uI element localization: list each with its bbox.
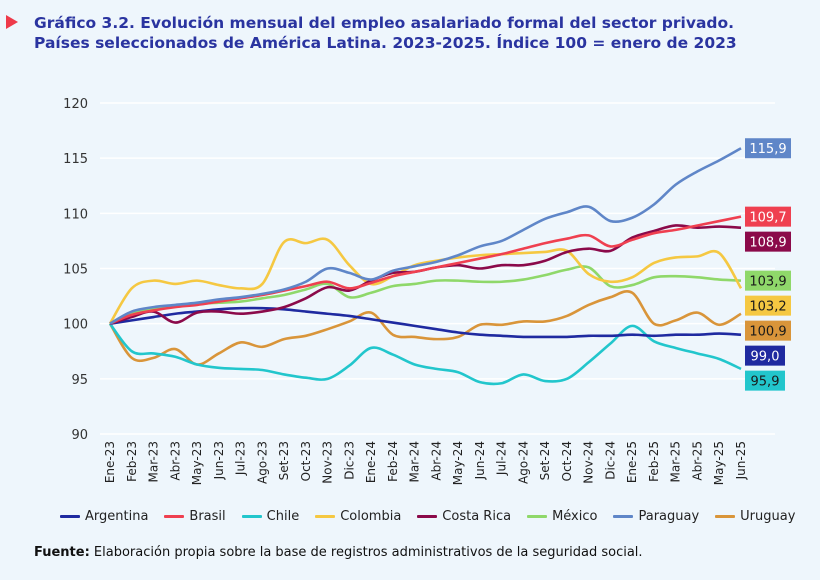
series-line-argentina [109, 306, 742, 339]
x-tick-label: Ago-23 [255, 441, 269, 484]
legend-label: Argentina [85, 509, 149, 524]
legend-item: Costa Rica [417, 509, 511, 524]
chart-title: Gráfico 3.2. Evolución mensual del emple… [34, 13, 814, 53]
legend: Argentina Brasil Chile Colombia Costa Rica Mé… [60, 509, 811, 524]
title-marker-icon [6, 15, 18, 29]
legend-item: Paraguay [613, 509, 699, 524]
legend-item: Uruguay [715, 509, 795, 524]
end-label-box [745, 206, 791, 227]
legend-swatch-icon [613, 515, 634, 518]
legend-item: Brasil [164, 509, 226, 524]
x-tick-label: Jul-23 [234, 441, 248, 476]
y-tick-label: 105 [63, 263, 88, 278]
end-label-box [745, 370, 785, 391]
x-tick-label: Feb-24 [386, 441, 400, 482]
x-tick-label: Mar-24 [408, 441, 422, 482]
x-tick-label: Jun-24 [473, 441, 487, 480]
series-line-uruguay [108, 290, 742, 366]
legend-swatch-icon [60, 515, 80, 518]
x-tick-label: Oct-23 [299, 441, 313, 481]
end-label-box [745, 231, 791, 252]
x-tick-label: Nov-23 [321, 441, 335, 484]
legend-label: México [552, 509, 598, 524]
x-tick-label: Nov-24 [582, 441, 596, 484]
x-tick-label: Dic-24 [603, 441, 617, 480]
title-line-1: Gráfico 3.2. Evolución mensual del emple… [34, 14, 735, 32]
x-tick-label: Ene-24 [364, 441, 378, 483]
x-tick-label: Abr-24 [429, 441, 443, 481]
series-line-chile [108, 322, 742, 386]
legend-swatch-icon [241, 515, 262, 518]
x-tick-label: May-25 [712, 441, 726, 485]
legend-label: Uruguay [740, 509, 796, 524]
x-tick-label: Ago-24 [516, 441, 530, 484]
x-tick-label: Jun-23 [212, 441, 226, 480]
y-tick-label: 90 [71, 428, 88, 443]
end-label-box [745, 295, 791, 316]
end-value-label: 108,9 [749, 236, 786, 251]
legend-label: Paraguay [638, 509, 700, 524]
end-label-box [745, 320, 791, 341]
x-tick-label: May-24 [451, 441, 465, 485]
x-tick-label: Set-24 [538, 441, 552, 480]
y-tick-label: 115 [63, 152, 88, 167]
series-line-costa-rica [109, 224, 742, 325]
x-tick-label: Mar-25 [669, 441, 683, 482]
legend-swatch-icon [164, 515, 185, 518]
legend-swatch-icon [715, 515, 736, 518]
end-value-label: 103,2 [749, 300, 786, 315]
legend-label: Colombia [340, 509, 402, 524]
title-line-2: Países seleccionados de América Latina. … [34, 34, 737, 52]
x-tick-label: Set-23 [277, 441, 291, 480]
y-tick-label: 110 [63, 207, 88, 222]
x-tick-label: Mar-23 [147, 441, 161, 482]
series-line-colombia [108, 237, 743, 325]
x-tick-label: Dic-23 [342, 441, 356, 480]
x-tick-label: Abr-25 [690, 441, 704, 481]
y-tick-label: 120 [63, 97, 88, 112]
end-value-label: 100,9 [749, 325, 786, 340]
legend-swatch-icon [315, 515, 336, 518]
source-note: Fuente: Elaboración propia sobre la base… [34, 545, 643, 560]
end-value-label: 99,0 [751, 350, 780, 365]
legend-item: Colombia [315, 509, 401, 524]
legend-swatch-icon [527, 515, 548, 518]
x-tick-label: Abr-23 [168, 441, 182, 481]
end-value-label: 95,9 [751, 375, 780, 390]
x-tick-label: Oct-24 [560, 441, 574, 481]
y-tick-label: 95 [71, 373, 88, 388]
end-value-label: 103,9 [749, 275, 786, 290]
legend-item: México [527, 509, 597, 524]
legend-label: Chile [266, 509, 300, 524]
legend-swatch-icon [417, 515, 438, 518]
end-label-box [745, 345, 785, 366]
y-tick-label: 100 [63, 318, 88, 333]
series-line-paraguay [109, 147, 742, 325]
legend-label: Costa Rica [442, 509, 512, 524]
source-label: Fuente: [34, 545, 90, 560]
x-tick-label: Ene-25 [625, 441, 639, 483]
x-tick-label: Feb-23 [125, 441, 139, 482]
source-text: Elaboración propia sobre la base de regi… [89, 545, 643, 560]
x-tick-label: Jul-24 [495, 441, 509, 476]
end-value-label: 109,7 [749, 211, 786, 226]
legend-item: Chile [241, 509, 300, 524]
x-tick-label: Ene-23 [103, 441, 117, 483]
end-label-box [745, 138, 791, 159]
series-line-brasil [109, 215, 742, 325]
x-tick-label: Feb-25 [647, 441, 661, 482]
legend-label: Brasil [189, 509, 226, 524]
x-tick-label: May-23 [190, 441, 204, 485]
legend-item: Argentina [60, 509, 148, 524]
x-tick-label: Jun-25 [734, 441, 748, 480]
end-value-label: 115,9 [749, 142, 786, 157]
end-label-box [745, 270, 791, 291]
